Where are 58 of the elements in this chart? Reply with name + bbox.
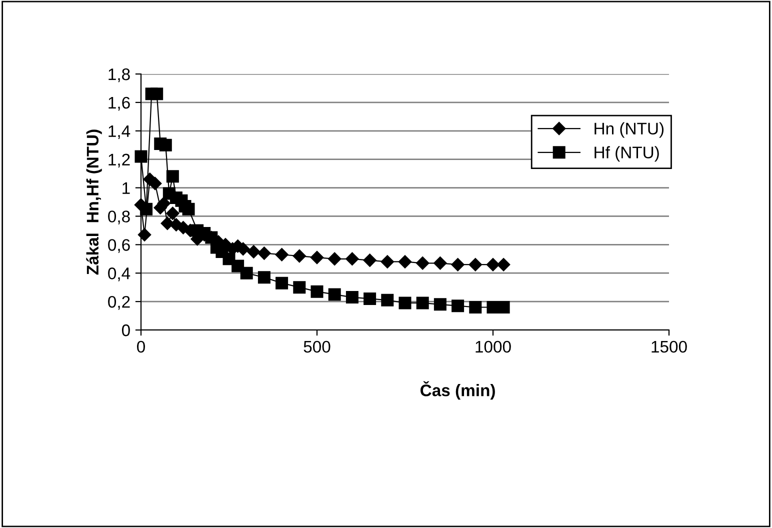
legend-label: Hn (NTU): [594, 122, 664, 138]
y-tick-label: 1,6: [108, 96, 130, 111]
point: [469, 300, 482, 314]
point: [380, 255, 394, 268]
point: [138, 228, 152, 242]
point: [276, 276, 288, 290]
point: [182, 202, 195, 216]
point: [451, 258, 464, 272]
point: [416, 296, 429, 310]
point: [328, 252, 342, 266]
y-tick-label: 0: [122, 324, 130, 336]
y-tick-label: 1,4: [108, 125, 130, 140]
y-tick-label: 0,6: [108, 239, 130, 253]
point: [416, 256, 430, 270]
point: [205, 231, 218, 244]
x-tick-label: 0: [137, 340, 145, 353]
point: [363, 254, 376, 267]
point: [328, 288, 341, 301]
point: [240, 266, 253, 280]
y-tick-label: 0,8: [108, 210, 130, 224]
point: [398, 296, 412, 310]
x-tick-label: 1500: [652, 340, 687, 353]
point: [364, 292, 376, 305]
point: [275, 248, 288, 262]
y-tick-label: 1,8: [108, 68, 130, 82]
point: [346, 291, 358, 304]
point: [468, 258, 482, 272]
point: [247, 245, 260, 258]
point: [346, 252, 359, 266]
point: [159, 138, 172, 152]
point: [381, 294, 394, 306]
point: [140, 202, 153, 216]
point: [166, 170, 179, 183]
point: [258, 246, 271, 260]
point: [148, 176, 162, 190]
y-tick-label: 0,2: [108, 296, 130, 310]
x-axis-title: Čas (min): [420, 381, 495, 400]
point: [434, 298, 446, 311]
point: [292, 249, 306, 263]
point: [452, 300, 464, 312]
point: [258, 271, 270, 284]
point: [150, 88, 164, 100]
point: [293, 281, 306, 294]
y-axis-title: Zákal Hn,Hf (NTU): [86, 130, 102, 275]
point: [310, 250, 324, 264]
point: [134, 150, 148, 163]
y-tick-label: 0,4: [108, 268, 130, 282]
point: [496, 258, 510, 272]
legend-label: Hf (NTU): [594, 146, 659, 162]
point: [166, 206, 180, 220]
point: [434, 256, 447, 270]
point: [398, 255, 412, 268]
x-tick-label: 1000: [476, 340, 511, 353]
x-tick-label: 500: [304, 340, 330, 353]
y-tick-label: 1,2: [108, 154, 130, 168]
point: [310, 285, 324, 298]
point: [486, 258, 500, 272]
y-tick-label: 1: [122, 182, 130, 194]
